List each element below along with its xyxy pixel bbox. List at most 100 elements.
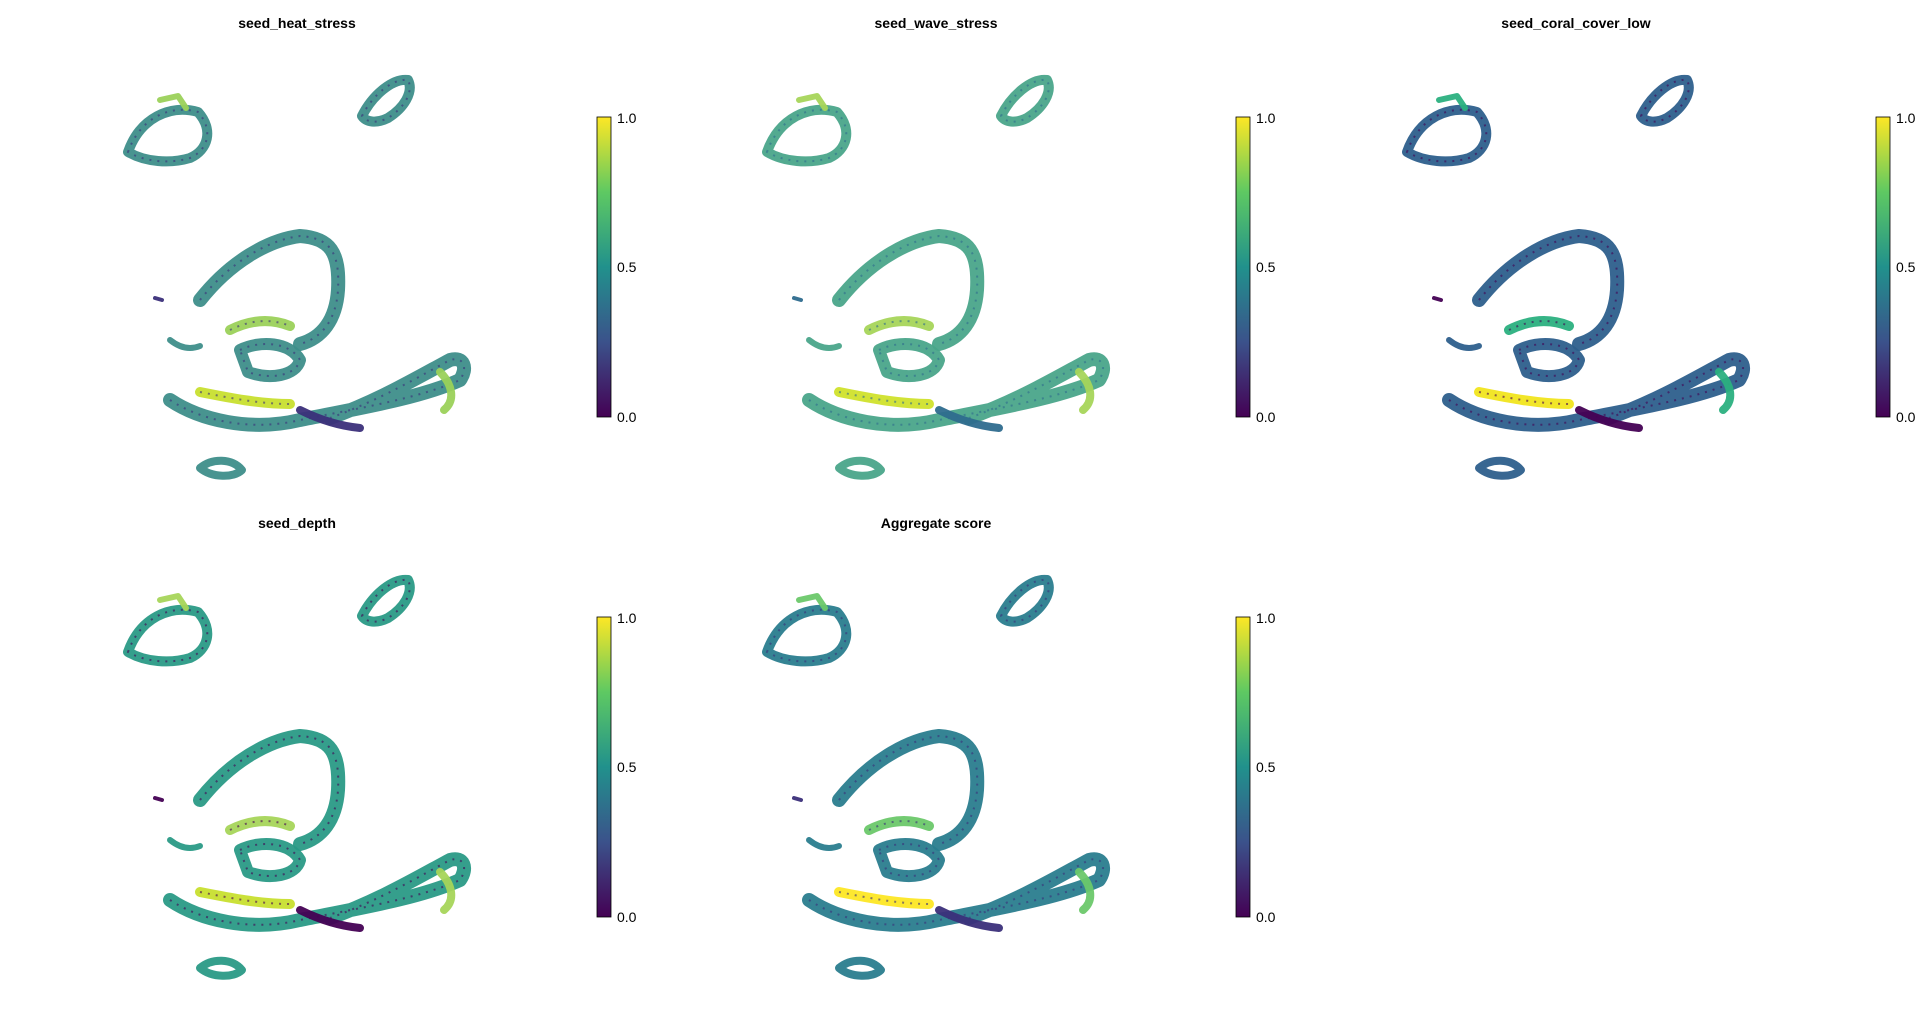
- colorbar: 1.0 0.5 0.0: [1235, 110, 1276, 425]
- reef-segment: [357, 74, 415, 127]
- reef-segment: [234, 838, 306, 882]
- colorbar-mid-label: 0.5: [1896, 259, 1916, 275]
- reef-segment: [873, 838, 945, 882]
- panel-seed-wave-stress: seed_wave_stress 1.0 0.5 0.0: [762, 15, 1276, 480]
- reef-segment: [935, 906, 1003, 932]
- reef-segment: [167, 837, 203, 851]
- colorbar: 1.0 0.5 0.0: [1235, 610, 1276, 925]
- panel-seed-depth: seed_depth 1.0 0.5 0.0: [123, 515, 637, 980]
- reef-segment: [832, 729, 985, 851]
- reef-segment: [196, 456, 246, 480]
- reef-segment: [1636, 74, 1694, 127]
- colorbar-gradient: [1235, 116, 1251, 418]
- reef-edge: [765, 108, 848, 163]
- reef-edge: [199, 891, 291, 905]
- reef-segment: [996, 74, 1054, 127]
- reef-map: [762, 574, 1111, 980]
- reef-segment: [834, 887, 934, 909]
- colorbar-gradient: [596, 616, 612, 918]
- reef-segment: [1432, 296, 1443, 302]
- reef-segment: [835, 456, 885, 480]
- reef-segment: [996, 574, 1054, 627]
- reef-segment: [873, 338, 945, 382]
- reef-map: [123, 574, 472, 980]
- reef-segment: [357, 574, 415, 627]
- reef-segment: [1575, 406, 1643, 432]
- reef-segment: [806, 337, 842, 351]
- reef-map: [1402, 74, 1751, 480]
- reef-segment: [792, 796, 803, 802]
- reef-edge: [868, 320, 930, 331]
- reef-segment: [153, 796, 164, 802]
- reef-segment: [153, 296, 164, 302]
- reef-segment: [835, 956, 885, 980]
- reef-segment: [123, 104, 213, 167]
- colorbar-mid-label: 0.5: [617, 259, 637, 275]
- reef-segment: [1075, 368, 1095, 414]
- colorbar-max-label: 1.0: [1256, 610, 1276, 626]
- colorbar-min-label: 0.0: [1256, 409, 1276, 425]
- reef-segment: [796, 593, 828, 611]
- reef-segment: [1402, 104, 1492, 167]
- reef-segment: [1475, 456, 1525, 480]
- reef-segment: [935, 406, 1003, 432]
- reef-segment: [1513, 338, 1585, 382]
- reef-edge: [838, 891, 930, 905]
- panel-aggregate-score: Aggregate score 1.0 0.5 0.0: [762, 515, 1276, 980]
- reef-segment: [436, 368, 456, 414]
- reef-edge: [199, 391, 291, 405]
- reef-edge: [1405, 108, 1488, 163]
- reef-segment: [762, 604, 852, 667]
- panel-title: seed_heat_stress: [238, 15, 356, 31]
- panel-title: Aggregate score: [881, 515, 992, 531]
- reef-edge: [1478, 391, 1570, 405]
- reef-edge: [838, 391, 930, 405]
- reef-segment: [193, 729, 346, 851]
- colorbar-mid-label: 0.5: [617, 759, 637, 775]
- colorbar-max-label: 1.0: [617, 610, 637, 626]
- colorbar-gradient: [596, 116, 612, 418]
- reef-segment: [1472, 229, 1625, 351]
- panel-title: seed_wave_stress: [875, 15, 998, 31]
- reef-edge: [126, 608, 209, 663]
- panel-seed-heat-stress: seed_heat_stress 1.0 0.5 0.0: [123, 15, 637, 480]
- reef-segment: [1436, 93, 1468, 111]
- reef-segment: [193, 229, 346, 351]
- reef-segment: [796, 93, 828, 111]
- reef-segment: [296, 906, 364, 932]
- reef-segment: [296, 406, 364, 432]
- colorbar-max-label: 1.0: [617, 110, 637, 126]
- colorbar-max-label: 1.0: [1256, 110, 1276, 126]
- panel-title: seed_coral_cover_low: [1501, 15, 1651, 31]
- reef-segment: [762, 104, 852, 167]
- colorbar-min-label: 0.0: [617, 409, 637, 425]
- reef-segment: [195, 387, 295, 409]
- reef-segment: [157, 93, 189, 111]
- reef-edge: [868, 820, 930, 831]
- reef-segment: [123, 604, 213, 667]
- reef-edge: [229, 320, 291, 331]
- reef-segment: [157, 593, 189, 611]
- reef-segment: [436, 868, 456, 914]
- reef-edge: [126, 108, 209, 163]
- reef-edge: [1508, 320, 1570, 331]
- colorbar: 1.0 0.5 0.0: [1875, 110, 1916, 425]
- reef-edge: [229, 820, 291, 831]
- reef-segment: [1474, 387, 1574, 409]
- panel-title: seed_depth: [258, 515, 336, 531]
- colorbar-gradient: [1235, 616, 1251, 918]
- colorbar: 1.0 0.5 0.0: [596, 610, 637, 925]
- reef-segment: [806, 837, 842, 851]
- reef-segment: [834, 387, 934, 409]
- reef-segment: [832, 229, 985, 351]
- reef-edge: [765, 608, 848, 663]
- reef-segment: [1075, 868, 1095, 914]
- colorbar-min-label: 0.0: [617, 909, 637, 925]
- reef-map: [123, 74, 472, 480]
- colorbar-min-label: 0.0: [1256, 909, 1276, 925]
- panel-seed-coral-cover-low: seed_coral_cover_low 1.0 0.5 0.0: [1402, 15, 1916, 480]
- colorbar-mid-label: 0.5: [1256, 759, 1276, 775]
- reef-segment: [234, 338, 306, 382]
- reef-segment: [195, 887, 295, 909]
